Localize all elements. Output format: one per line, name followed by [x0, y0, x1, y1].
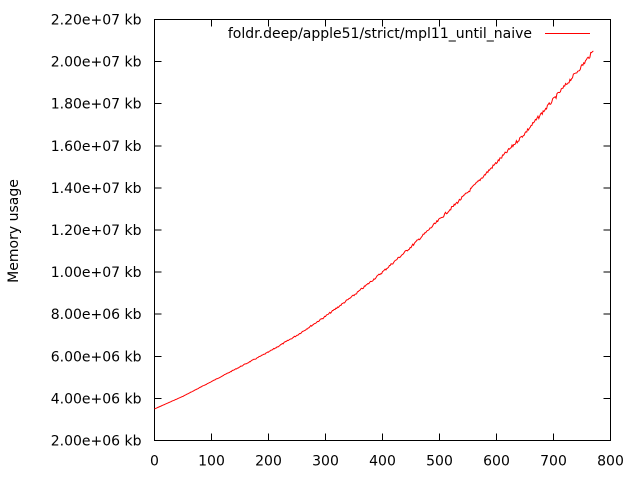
x-tick-label: 600 [483, 454, 510, 470]
y-tick-label: 1.60e+07 kb [51, 139, 142, 155]
plot-frame [154, 19, 611, 441]
y-tick-label: 1.40e+07 kb [51, 181, 142, 197]
legend: foldr.deep/apple51/strict/mpl11_until_na… [228, 26, 590, 42]
y-tick-label: 8.00e+06 kb [51, 307, 142, 323]
y-axis-label: Memory usage [6, 179, 22, 283]
x-tick-label: 200 [255, 454, 282, 470]
x-tick-label: 0 [150, 454, 159, 470]
y-tick-label: 2.00e+06 kb [51, 434, 142, 450]
series-group [154, 50, 594, 410]
y-axis-ticks: 2.00e+06 kb 4.00e+06 kb 6.00e+06 kb 8.00e+0… [51, 13, 611, 450]
x-tick-label: 700 [540, 454, 567, 470]
y-tick-label: 4.00e+06 kb [51, 391, 142, 407]
y-tick-label: 1.80e+07 kb [51, 97, 142, 113]
x-tick-label: 400 [369, 454, 396, 470]
x-axis-ticks: 0 100 200 300 400 500 600 700 800 [150, 19, 624, 470]
y-tick-label: 6.00e+06 kb [51, 349, 142, 365]
y-tick-label: 1.00e+07 kb [51, 265, 142, 281]
y-tick-label: 2.00e+07 kb [51, 55, 142, 71]
legend-label: foldr.deep/apple51/strict/mpl11_until_na… [228, 26, 532, 42]
series-line [154, 50, 594, 410]
y-tick-label: 1.20e+07 kb [51, 223, 142, 239]
y-tick-label: 2.20e+07 kb [51, 13, 142, 29]
x-tick-label: 100 [198, 454, 225, 470]
x-tick-label: 500 [426, 454, 453, 470]
x-tick-label: 800 [597, 454, 624, 470]
x-tick-label: 300 [312, 454, 339, 470]
